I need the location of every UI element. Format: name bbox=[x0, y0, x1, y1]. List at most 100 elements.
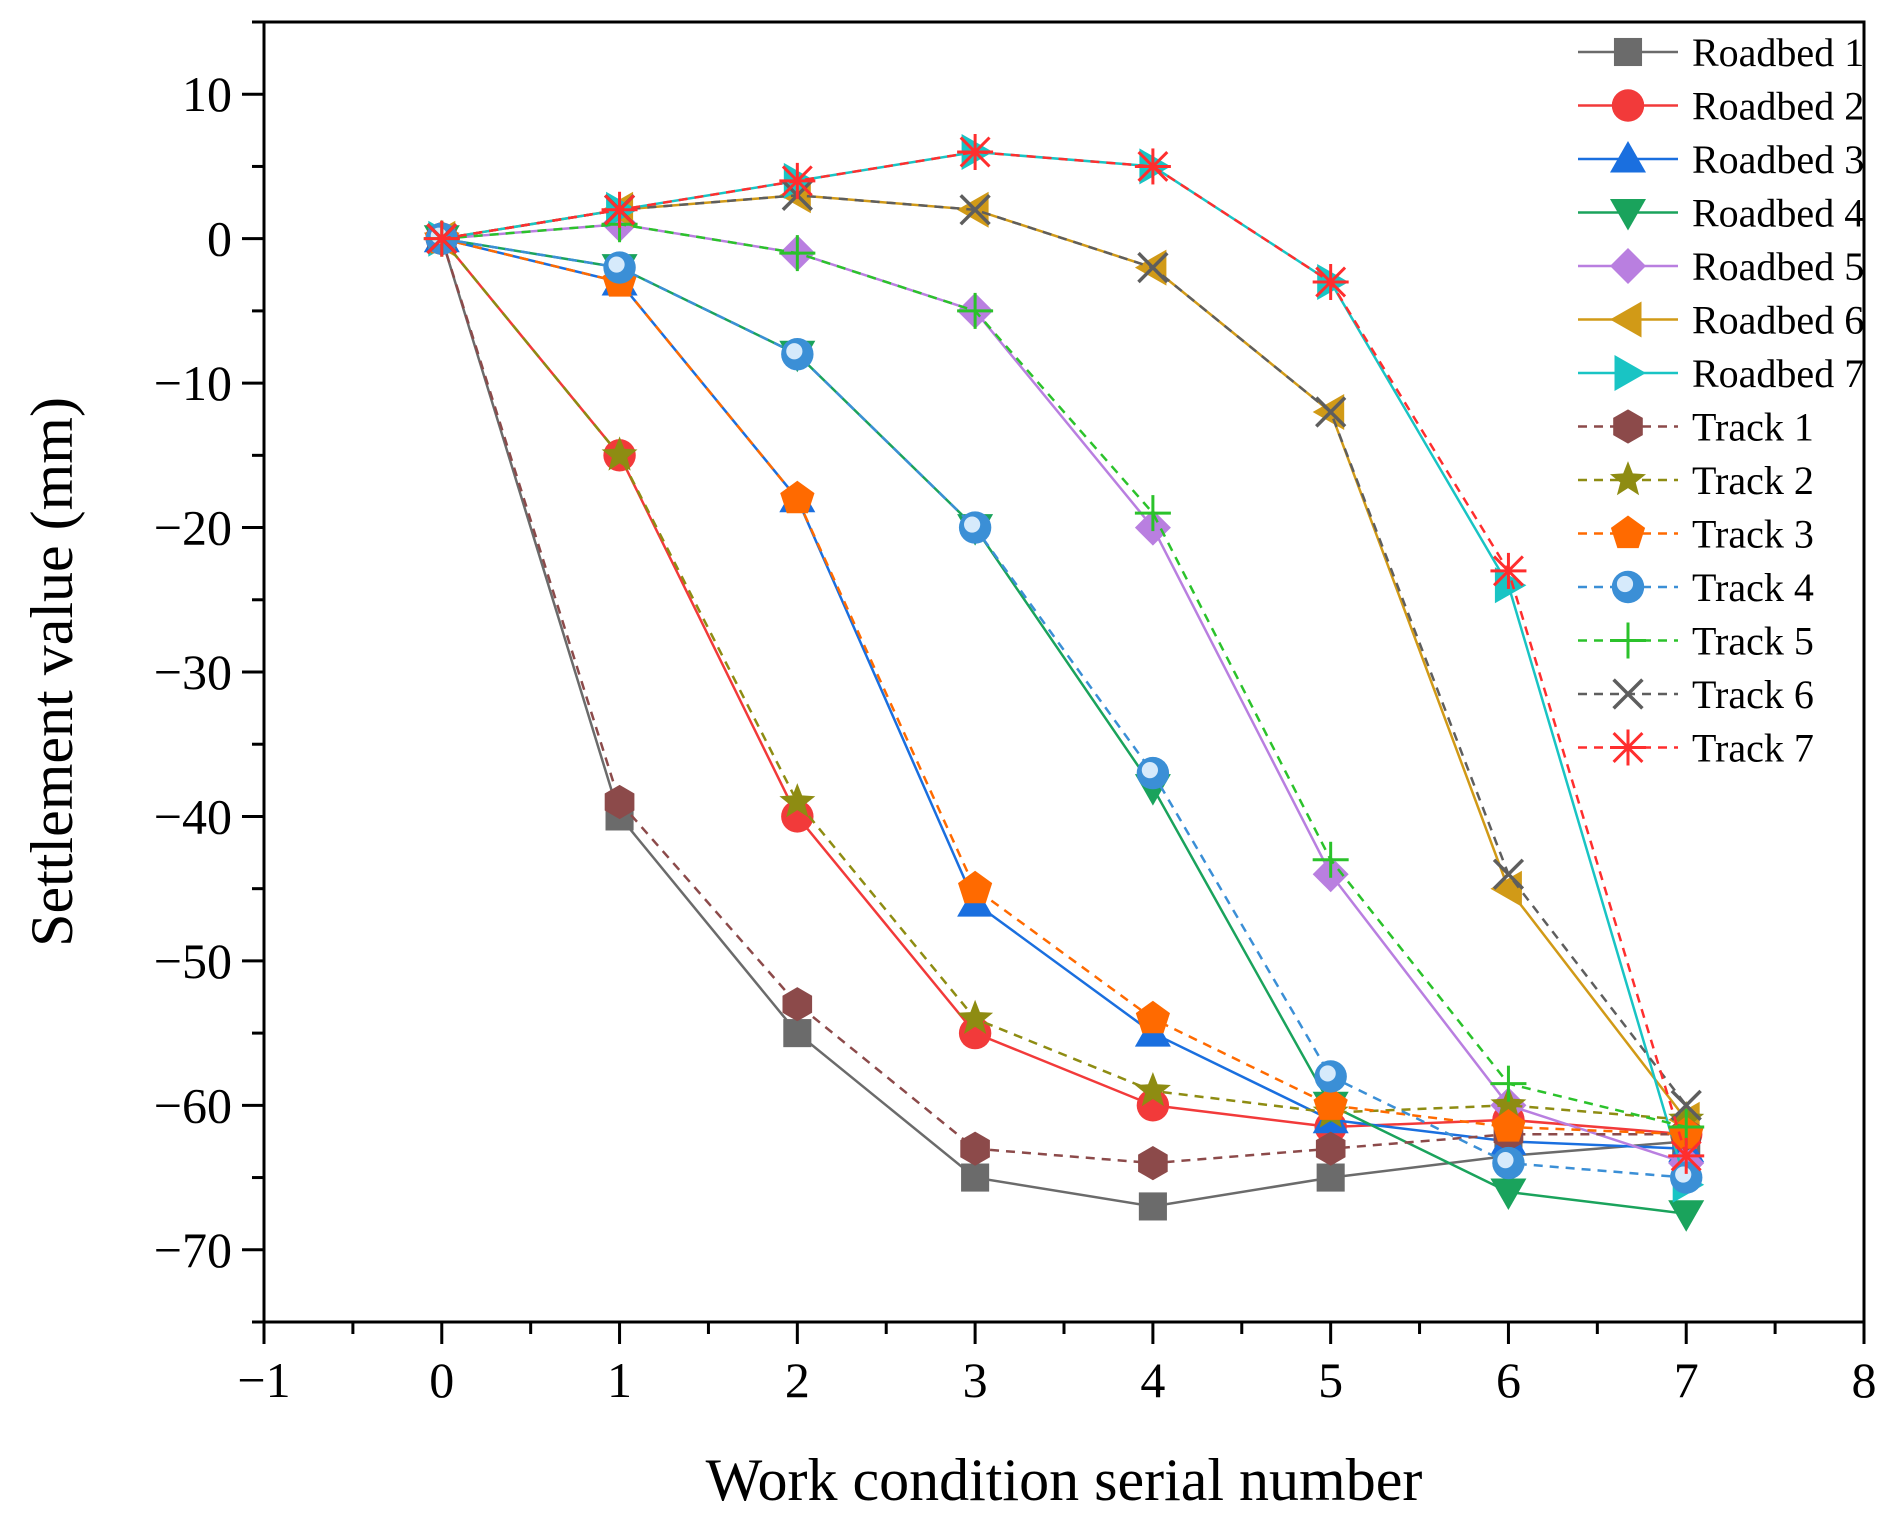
data-point bbox=[957, 292, 994, 329]
x-tick-label: 2 bbox=[785, 1352, 810, 1408]
data-point bbox=[1135, 1000, 1170, 1034]
legend-item: Roadbed 5 bbox=[1578, 244, 1864, 289]
legend-item: Track 3 bbox=[1578, 512, 1814, 557]
legend-item: Track 4 bbox=[1578, 565, 1814, 610]
data-point bbox=[601, 191, 638, 228]
legend-marker bbox=[1614, 355, 1646, 391]
legend-marker bbox=[1610, 248, 1646, 284]
series-roadbed-3 bbox=[423, 220, 1705, 1163]
legend-item: Track 1 bbox=[1578, 405, 1814, 450]
series-track-5 bbox=[423, 206, 1705, 1145]
marker-x-b bbox=[1315, 396, 1347, 428]
legend-item: Roadbed 2 bbox=[1578, 84, 1864, 129]
data-point bbox=[959, 194, 991, 226]
legend-label: Roadbed 4 bbox=[1692, 191, 1864, 236]
series-roadbed-2 bbox=[425, 222, 1703, 1151]
x-tick-label: −1 bbox=[237, 1352, 290, 1408]
data-point bbox=[1490, 1086, 1527, 1121]
legend-item: Roadbed 1 bbox=[1578, 30, 1864, 75]
legend-marker bbox=[1613, 409, 1643, 444]
legend-marker bbox=[1610, 461, 1646, 496]
legend-label: Roadbed 1 bbox=[1692, 30, 1864, 75]
legend-item: Track 2 bbox=[1578, 458, 1814, 503]
y-tick-label: −70 bbox=[154, 1222, 232, 1278]
legend-marker bbox=[1610, 622, 1646, 659]
series-track-4 bbox=[425, 222, 1703, 1194]
data-point bbox=[781, 338, 814, 371]
data-point bbox=[958, 870, 993, 904]
data-point bbox=[1490, 1178, 1527, 1210]
data-point bbox=[1316, 1163, 1345, 1192]
data-point bbox=[1492, 858, 1525, 890]
y-tick-label: −50 bbox=[154, 933, 232, 989]
series-line bbox=[440, 237, 1687, 1122]
data-point bbox=[1314, 1060, 1347, 1093]
legend-marker bbox=[1611, 89, 1645, 122]
data-point bbox=[603, 251, 636, 284]
x-tick-label: 3 bbox=[963, 1352, 988, 1408]
x-tick-label: 7 bbox=[1674, 1352, 1699, 1408]
data-point bbox=[1490, 552, 1527, 589]
legend-item: Roadbed 6 bbox=[1578, 298, 1864, 343]
data-point bbox=[1137, 251, 1169, 284]
y-axis-ticks: 10 0 −10 −20 −30 −40 −50 −60 −70 bbox=[154, 20, 264, 1324]
data-point bbox=[960, 1131, 990, 1166]
marker-sphere-highlight bbox=[1497, 1152, 1514, 1169]
legend-label: Track 7 bbox=[1692, 726, 1814, 771]
legend-item: Roadbed 4 bbox=[1578, 191, 1864, 236]
x-tick-label: 5 bbox=[1318, 1352, 1343, 1408]
legend-marker bbox=[1610, 729, 1646, 766]
data-point bbox=[1134, 148, 1171, 185]
series-line bbox=[441, 222, 1687, 1165]
data-point bbox=[783, 1019, 812, 1048]
marker-sphere-highlight bbox=[1141, 762, 1158, 779]
data-point bbox=[957, 134, 994, 170]
series-line bbox=[441, 237, 1687, 1136]
legend-label: Roadbed 3 bbox=[1692, 137, 1864, 182]
data-point bbox=[958, 511, 992, 544]
marker-x-b bbox=[1612, 678, 1644, 710]
legend-item: Track 6 bbox=[1578, 672, 1814, 717]
legend-marker bbox=[1611, 570, 1645, 604]
data-point bbox=[1668, 1137, 1705, 1174]
legend-marker bbox=[1612, 678, 1644, 710]
data-point bbox=[1313, 1087, 1348, 1120]
legend-marker bbox=[1613, 37, 1643, 67]
data-point bbox=[779, 235, 816, 272]
marker-sphere-highlight bbox=[1675, 1166, 1692, 1183]
series-line bbox=[441, 222, 1687, 1129]
legend: Roadbed 1 Roadbed 2 Roadbed 3 Roadbed 4 Road… bbox=[1578, 30, 1864, 771]
marker-x-b bbox=[959, 194, 991, 226]
data-point bbox=[779, 162, 816, 199]
series-track-6 bbox=[426, 179, 1702, 1121]
series-line bbox=[441, 237, 1687, 1179]
data-point bbox=[1315, 1131, 1346, 1166]
data-point bbox=[1312, 841, 1349, 878]
data-point bbox=[604, 784, 635, 820]
series-roadbed-4 bbox=[423, 225, 1705, 1232]
data-point bbox=[1491, 1109, 1526, 1142]
marker-sphere-highlight bbox=[1616, 575, 1634, 593]
legend-item: Roadbed 3 bbox=[1578, 137, 1864, 182]
legend-marker bbox=[1610, 141, 1646, 173]
y-tick-label: 0 bbox=[207, 211, 232, 267]
marker-x-b bbox=[1137, 251, 1169, 284]
data-point bbox=[1134, 495, 1171, 532]
x-tick-label: 8 bbox=[1852, 1352, 1877, 1408]
legend-label: Track 1 bbox=[1692, 405, 1814, 450]
series-track-2 bbox=[423, 219, 1705, 1136]
marker-x-b bbox=[1492, 858, 1525, 890]
x-axis-ticks: −1 0 1 2 3 4 5 6 7 8 bbox=[237, 1322, 1877, 1408]
data-point bbox=[780, 480, 815, 514]
series-line bbox=[441, 150, 1688, 1186]
data-point bbox=[601, 436, 638, 471]
data-point bbox=[1138, 1192, 1167, 1221]
data-point bbox=[779, 783, 816, 818]
y-tick-label: −20 bbox=[154, 500, 232, 556]
legend-marker bbox=[1610, 301, 1642, 338]
data-point bbox=[1670, 1089, 1702, 1121]
series-track-7 bbox=[423, 134, 1705, 1174]
y-tick-label: −60 bbox=[154, 1077, 232, 1133]
series-line bbox=[441, 237, 1687, 1150]
data-point bbox=[1670, 1161, 1703, 1194]
